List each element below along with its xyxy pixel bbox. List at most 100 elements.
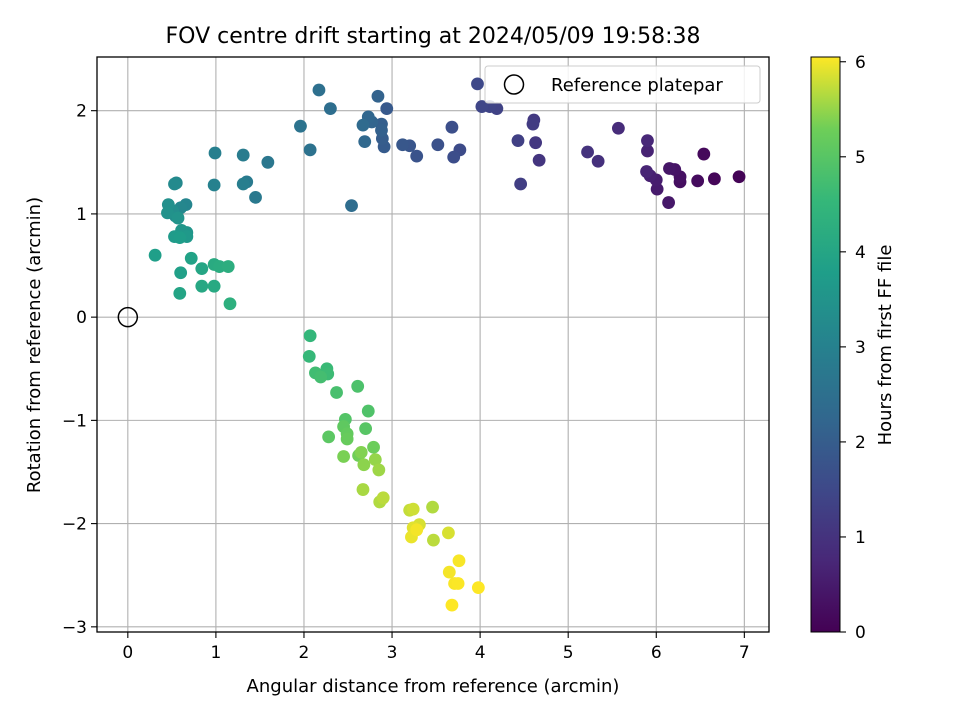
y-tick-label: 0 <box>76 308 87 328</box>
data-point <box>732 170 746 184</box>
data-point <box>330 386 343 399</box>
data-point <box>223 297 237 311</box>
colorbar-label: Hours from first FF file <box>875 245 896 446</box>
data-point <box>340 432 354 446</box>
data-point <box>213 260 226 273</box>
data-point <box>184 251 198 265</box>
data-point <box>697 147 711 161</box>
y-tick-label: −3 <box>62 618 87 638</box>
data-point <box>236 177 250 191</box>
x-tick-label: 4 <box>475 643 486 663</box>
colorbar-tick-label: 5 <box>855 148 866 168</box>
data-point <box>168 177 181 191</box>
data-point <box>148 248 162 262</box>
data-point <box>591 154 605 168</box>
data-point <box>452 554 466 568</box>
data-point <box>359 422 373 436</box>
x-tick-label: 3 <box>387 643 398 663</box>
legend-reference-marker <box>503 74 525 95</box>
data-point <box>368 453 382 467</box>
colorbar-ticks: 0 1 2 3 4 5 6 <box>840 53 866 643</box>
data-point <box>532 153 546 167</box>
data-point <box>171 211 185 225</box>
y-tick-label: −1 <box>62 411 87 431</box>
grid-lines <box>97 57 769 632</box>
data-point <box>208 146 222 160</box>
data-point <box>445 598 459 612</box>
colorbar-gradient <box>810 56 841 633</box>
data-point <box>581 145 594 159</box>
y-tick-label: −2 <box>62 515 87 535</box>
colorbar: 0 1 2 3 4 5 6 Hours from first FF file <box>810 53 896 643</box>
colorbar-tick-label: 0 <box>855 623 866 643</box>
data-point <box>358 135 372 149</box>
colorbar-tick-label: 3 <box>855 338 866 358</box>
data-point <box>650 182 664 196</box>
data-point <box>442 526 455 540</box>
data-point <box>337 450 351 463</box>
x-tick-label: 1 <box>210 643 221 663</box>
data-point <box>207 279 221 293</box>
y-tick-label: 1 <box>76 205 87 225</box>
data-point <box>514 177 528 191</box>
data-point <box>526 117 540 131</box>
data-point <box>294 119 307 133</box>
data-point <box>323 102 337 116</box>
data-point <box>611 121 625 135</box>
data-point <box>354 445 368 459</box>
data-point <box>427 533 440 547</box>
data-point <box>641 144 654 158</box>
data-point <box>445 120 459 134</box>
data-point <box>410 149 424 163</box>
data-point <box>195 262 209 276</box>
data-point <box>357 458 371 472</box>
data-point <box>471 581 485 595</box>
data-point <box>173 231 187 245</box>
data-point <box>174 266 188 280</box>
data-point <box>691 174 705 188</box>
data-points <box>117 77 746 612</box>
data-point <box>345 199 358 213</box>
data-point <box>451 577 465 590</box>
y-axis-ticks: −3 −2 −1 0 1 2 <box>62 102 97 638</box>
data-point <box>471 77 484 91</box>
data-point <box>356 483 370 496</box>
data-point <box>410 523 424 537</box>
reference-platepar-marker <box>117 306 139 328</box>
data-point <box>375 123 388 137</box>
data-point <box>351 379 365 393</box>
data-point <box>314 370 328 384</box>
data-point <box>367 440 380 454</box>
data-point <box>447 150 461 164</box>
legend: Reference platepar <box>484 65 761 104</box>
data-point <box>236 148 250 162</box>
x-tick-label: 5 <box>563 643 574 663</box>
colorbar-tick-label: 1 <box>855 528 866 548</box>
data-point <box>380 102 394 116</box>
data-point <box>376 491 390 505</box>
y-tick-label: 2 <box>76 102 87 122</box>
data-point <box>371 89 385 103</box>
data-point <box>261 155 275 169</box>
data-point <box>195 279 209 293</box>
data-point <box>641 134 654 148</box>
data-point <box>303 329 317 343</box>
data-point <box>426 500 439 514</box>
data-point <box>529 136 543 150</box>
data-point <box>640 165 653 178</box>
data-point <box>406 502 420 516</box>
data-point <box>372 463 386 477</box>
legend-box <box>484 65 761 104</box>
colorbar-tick-label: 2 <box>855 433 866 453</box>
x-axis-ticks: 0 1 2 3 4 5 6 7 <box>122 632 750 663</box>
data-point <box>249 190 262 204</box>
data-point <box>221 260 235 273</box>
plot-area-frame <box>96 56 770 633</box>
chart-title: FOV centre drift starting at 2024/05/09 … <box>166 24 701 49</box>
data-point <box>322 430 336 444</box>
data-point <box>396 138 410 152</box>
data-point <box>312 83 326 97</box>
data-point <box>475 100 489 113</box>
x-tick-label: 0 <box>122 643 133 663</box>
